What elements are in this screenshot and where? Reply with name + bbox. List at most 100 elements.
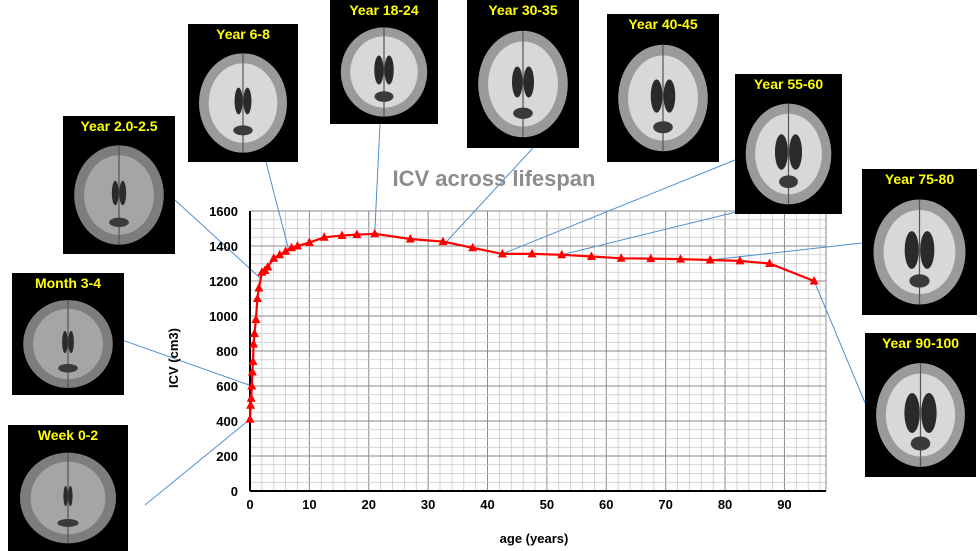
y-tick-label: 1400 <box>209 239 238 254</box>
thumbnail-label: Year 30-35 <box>488 2 558 18</box>
y-tick-label: 600 <box>216 379 238 394</box>
data-point-marker <box>319 232 329 241</box>
data-point-marker <box>293 241 303 250</box>
ventricle <box>68 330 74 354</box>
brain-scan-icon <box>873 199 966 305</box>
data-point-marker <box>705 255 715 264</box>
ventricle <box>774 134 788 170</box>
data-point-marker <box>646 253 656 263</box>
thumbnail-label: Year 40-45 <box>628 16 698 32</box>
ventricle <box>62 330 68 354</box>
ventricle <box>523 66 534 98</box>
ventricle <box>920 231 935 269</box>
data-point-marker <box>263 262 273 271</box>
ventricle <box>384 55 394 85</box>
thumbnail-label: Year 90-100 <box>881 335 960 351</box>
data-point-marker <box>249 339 259 348</box>
data-point-marker <box>586 251 596 260</box>
brain-scan-icon <box>618 44 708 152</box>
y-tick-label: 1200 <box>209 274 238 289</box>
brain-scan-icon <box>20 452 116 544</box>
brain-scan-icon <box>23 300 113 388</box>
data-point-marker <box>275 249 285 259</box>
data-point-marker <box>249 328 259 337</box>
brain-thumbnail-year-55-60: Year 55-60 <box>735 74 842 214</box>
thumbnail-label: Year 55-60 <box>753 76 824 92</box>
y-tick-label: 0 <box>231 484 238 499</box>
data-point-marker <box>809 276 819 285</box>
y-tick-label: 800 <box>216 344 238 359</box>
brain-scan-icon <box>478 30 568 138</box>
y-tick-labels: 0 200 400 600 800 1000 1200 1400 1600 <box>209 204 238 499</box>
x-tick-label: 10 <box>302 497 316 512</box>
y-tick-label: 1000 <box>209 309 238 324</box>
data-point-marker <box>246 393 256 402</box>
ventricle <box>243 87 252 115</box>
x-tick-label: 30 <box>421 497 435 512</box>
connector-line <box>265 161 290 250</box>
connector-line <box>144 418 251 506</box>
data-point-marker <box>676 254 686 263</box>
data-point-marker <box>254 283 264 292</box>
ventricle <box>58 363 78 373</box>
x-tick-labels: 0 10 20 30 40 50 60 70 80 90 <box>246 497 791 512</box>
ventricle <box>234 87 243 115</box>
data-point-marker <box>527 248 537 258</box>
thumbnail-label: Year 75-80 <box>884 171 955 187</box>
ventricle <box>779 175 798 189</box>
ventricle <box>904 393 920 433</box>
connector-line <box>502 159 736 255</box>
data-point-marker <box>438 236 448 246</box>
data-point-marker <box>370 228 380 238</box>
ventricle <box>374 55 384 85</box>
data-point-marker <box>252 293 262 302</box>
data-point-marker <box>247 381 257 390</box>
x-tick-label: 0 <box>246 497 253 512</box>
x-tick-label: 90 <box>777 497 791 512</box>
y-tick-label: 400 <box>216 414 238 429</box>
connector-line <box>813 280 867 406</box>
data-point-marker <box>246 400 256 409</box>
connector-line <box>445 147 534 243</box>
y-tick-label: 200 <box>216 449 238 464</box>
data-point-marker <box>497 248 507 258</box>
y-tick-label: 1600 <box>209 204 238 219</box>
thumbnail-label: Week 0-2 <box>37 427 99 443</box>
data-point-marker <box>557 249 567 259</box>
data-point-marker <box>616 253 626 262</box>
chart-title: ICV across lifespan <box>393 166 596 191</box>
ventricle <box>374 91 394 102</box>
brain-thumbnail-month-3-4: Month 3-4 <box>12 273 124 395</box>
thumbnail-label: Year 6-8 <box>216 26 270 42</box>
icv-series-markers <box>245 228 819 423</box>
brain-thumbnail-week-0-2: Week 0-2 <box>8 425 128 551</box>
ventricle <box>921 393 937 433</box>
ventricle <box>910 436 931 451</box>
data-point-marker <box>468 242 478 252</box>
data-point-marker <box>269 253 279 262</box>
data-point-marker <box>352 229 362 239</box>
brain-thumbnail-year-30-35: Year 30-35 <box>467 0 579 148</box>
data-point-marker <box>248 356 258 365</box>
x-axis-label: age (years) <box>500 531 569 546</box>
ventricle <box>789 134 803 170</box>
x-tick-label: 50 <box>540 497 554 512</box>
x-tick-label: 70 <box>658 497 672 512</box>
data-point-marker <box>251 314 261 323</box>
x-tick-label: 80 <box>718 497 732 512</box>
connector-line <box>174 199 262 279</box>
brain-thumbnail-year-90-100: Year 90-100 <box>865 333 976 477</box>
y-axis-label: ICV (cm3) <box>166 328 181 388</box>
connector-line <box>374 123 381 234</box>
thumbnail-label: Month 3-4 <box>34 275 102 291</box>
ventricle <box>57 518 79 527</box>
ventricle <box>63 486 68 506</box>
brain-thumbnail-year-18-24: Year 18-24 <box>330 0 438 124</box>
connector-line <box>710 242 863 261</box>
data-point-marker <box>735 255 745 265</box>
x-tick-label: 20 <box>362 497 376 512</box>
ventricle <box>653 121 673 134</box>
brain-scan-icon <box>74 145 164 245</box>
ventricle <box>119 180 127 206</box>
